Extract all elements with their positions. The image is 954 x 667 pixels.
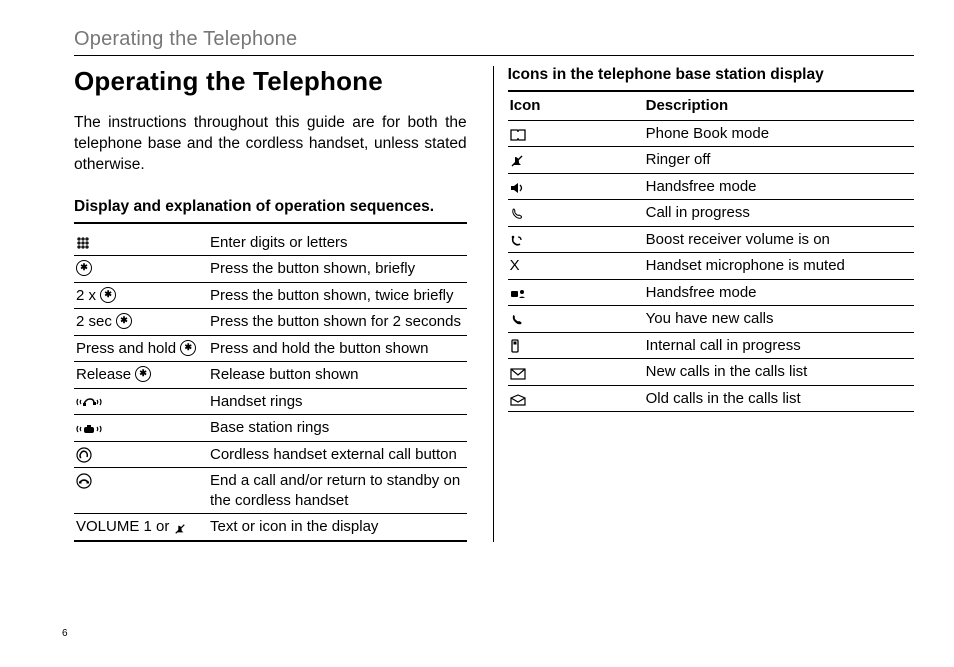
boost-volume-icon <box>510 232 524 247</box>
icon-desc: New calls in the calls list <box>644 359 914 386</box>
table-row: Release Release button shown <box>74 362 467 389</box>
seq-desc: Press the button shown, briefly <box>208 256 467 283</box>
th-desc: Description <box>644 91 914 120</box>
internal-call-icon <box>510 338 520 353</box>
column-left: Operating the Telephone The instructions… <box>74 66 467 542</box>
page-number: 6 <box>62 628 68 639</box>
seq-left <box>74 388 208 415</box>
table-row: New calls in the calls list <box>508 359 914 386</box>
handset-rings-icon <box>76 394 102 409</box>
table-row: Base station rings <box>74 415 467 442</box>
base-rings-icon <box>76 421 102 436</box>
table-row: X Handset microphone is muted <box>508 253 914 280</box>
table-row: 2 sec Press the button shown for 2 secon… <box>74 309 467 336</box>
table-row: End a call and/or return to standby on t… <box>74 468 467 514</box>
seq-desc: Press the button shown for 2 seconds <box>208 309 467 336</box>
table-row: Press the button shown, briefly <box>74 256 467 283</box>
seq-desc: End a call and/or return to standby on t… <box>208 468 467 514</box>
icon-desc: Call in progress <box>644 200 914 227</box>
phonebook-icon <box>510 126 526 141</box>
table-row: You have new calls <box>508 306 914 333</box>
icon-desc: Handsfree mode <box>644 173 914 200</box>
running-head: Operating the Telephone <box>74 28 914 51</box>
star-button-icon <box>135 366 151 382</box>
ringer-off-small-icon <box>174 520 186 535</box>
seq-left <box>74 256 208 283</box>
mic-muted-icon: X <box>510 257 520 274</box>
table-row: Internal call in progress <box>508 332 914 359</box>
ext-call-icon <box>76 447 92 463</box>
table-row: Handsfree mode <box>508 279 914 306</box>
star-button-icon <box>76 260 92 276</box>
end-call-icon <box>76 473 92 489</box>
icon-desc: You have new calls <box>644 306 914 333</box>
ringer-off-icon <box>510 153 524 168</box>
th-icon: Icon <box>508 91 644 120</box>
icon-desc: Ringer off <box>644 147 914 174</box>
seq-left: Release <box>74 362 208 389</box>
seq-left: Press and hold <box>74 335 208 362</box>
seq-desc: Release button shown <box>208 362 467 389</box>
seq-desc: Base station rings <box>208 415 467 442</box>
star-button-icon <box>100 287 116 303</box>
icon-desc: Internal call in progress <box>644 332 914 359</box>
star-button-icon <box>116 313 132 329</box>
seq-left: 2 sec <box>74 309 208 336</box>
table-row: Handset rings <box>74 388 467 415</box>
icon-desc: Phone Book mode <box>644 120 914 147</box>
seq-subhead: Display and explanation of operation seq… <box>74 198 467 216</box>
icons-table: Icon Description Phone Book mode <box>508 90 914 412</box>
table-row: 2 x Press the button shown, twice briefl… <box>74 282 467 309</box>
table-row: Boost receiver volume is on <box>508 226 914 253</box>
seq-left <box>74 441 208 468</box>
seq-desc: Cordless handset external call button <box>208 441 467 468</box>
seq-desc: Handset rings <box>208 388 467 415</box>
icons-subhead: Icons in the telephone base station disp… <box>508 66 914 84</box>
call-progress-icon <box>510 206 524 221</box>
page: Operating the Telephone Operating the Te… <box>0 0 954 667</box>
new-list-icon <box>510 365 526 380</box>
seq-left <box>74 468 208 514</box>
seq-desc: Text or icon in the display <box>208 514 467 541</box>
seq-desc: Press and hold the button shown <box>208 335 467 362</box>
seq-left: 2 x <box>74 282 208 309</box>
intro-paragraph: The instructions throughout this guide a… <box>74 113 467 176</box>
seq-left: VOLUME 1 or <box>74 514 208 541</box>
handsfree-icon <box>510 179 524 194</box>
page-title: Operating the Telephone <box>74 66 467 97</box>
sequence-table: Enter digits or letters Press the button… <box>74 222 467 542</box>
column-right: Icons in the telephone base station disp… <box>493 66 914 542</box>
handsfree2-icon <box>510 285 526 300</box>
icon-desc: Boost receiver volume is on <box>644 226 914 253</box>
table-row: Old calls in the calls list <box>508 385 914 412</box>
old-list-icon <box>510 391 526 406</box>
icon-desc: Handset microphone is muted <box>644 253 914 280</box>
table-row: Handsfree mode <box>508 173 914 200</box>
seq-desc: Enter digits or letters <box>208 230 467 256</box>
top-rule <box>74 55 914 56</box>
star-button-icon <box>180 340 196 356</box>
icon-desc: Old calls in the calls list <box>644 385 914 412</box>
table-row: Cordless handset external call button <box>74 441 467 468</box>
icon-desc: Handsfree mode <box>644 279 914 306</box>
table-row: Ringer off <box>508 147 914 174</box>
table-row: VOLUME 1 or Text or icon in the display <box>74 514 467 541</box>
seq-left <box>74 230 208 256</box>
new-calls-icon <box>510 312 524 327</box>
keypad-icon <box>76 235 90 250</box>
table-row: Phone Book mode <box>508 120 914 147</box>
table-row: Enter digits or letters <box>74 230 467 256</box>
seq-desc: Press the button shown, twice briefly <box>208 282 467 309</box>
columns: Operating the Telephone The instructions… <box>74 66 914 542</box>
table-row: Call in progress <box>508 200 914 227</box>
seq-left <box>74 415 208 442</box>
table-row: Press and hold Press and hold the button… <box>74 335 467 362</box>
